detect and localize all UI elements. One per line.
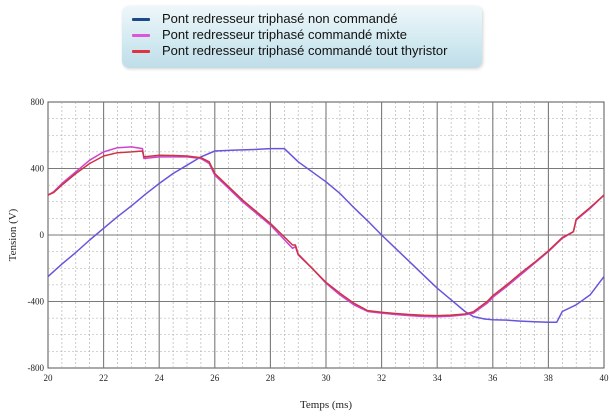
x-axis-label: Temps (ms) — [300, 399, 352, 411]
y-tick-label: -400 — [28, 297, 45, 307]
x-tick-label: 26 — [210, 373, 220, 383]
legend-swatch-2 — [132, 49, 150, 53]
series-line-0 — [47, 147, 605, 324]
legend-label-0: Pont redresseur triphasé non commandé — [162, 11, 398, 26]
x-tick-label: 38 — [544, 373, 554, 383]
major-gridlines — [48, 102, 604, 368]
legend-label-2: Pont redresseur triphasé commandé tout t… — [162, 43, 448, 58]
x-tick-label: 24 — [155, 373, 165, 383]
y-tick-label: 0 — [40, 230, 45, 240]
x-tick-label: 28 — [266, 373, 276, 383]
legend-item-0: Pont redresseur triphasé non commandé — [132, 11, 398, 27]
x-tick-label: 36 — [488, 373, 498, 383]
legend-item-1: Pont redresseur triphasé commandé mixte — [132, 27, 407, 43]
y-tick-label: -800 — [28, 363, 45, 373]
legend-swatch-0 — [132, 17, 150, 21]
y-axis-label: Tension (V) — [7, 208, 19, 261]
x-tick-label: 40 — [600, 373, 609, 383]
series-line-2 — [47, 150, 605, 317]
tick-labels: 20 22 24 26 28 30 32 34 36 38 40 800 400 0 -400 -800 — [28, 97, 609, 383]
legend-label-1: Pont redresseur triphasé commandé mixte — [162, 27, 407, 42]
legend-item-2: Pont redresseur triphasé commandé tout t… — [132, 43, 447, 59]
y-tick-label: 400 — [31, 164, 45, 174]
y-tick-label: 800 — [31, 97, 45, 107]
x-tick-label: 20 — [44, 373, 54, 383]
x-tick-label: 32 — [377, 373, 386, 383]
series-layer — [47, 146, 605, 324]
legend: Pont redresseur triphasé non commandé Po… — [122, 6, 482, 68]
x-tick-label: 30 — [322, 373, 332, 383]
legend-swatch-1 — [132, 33, 150, 37]
x-tick-label: 22 — [99, 373, 108, 383]
x-tick-label: 34 — [433, 373, 443, 383]
